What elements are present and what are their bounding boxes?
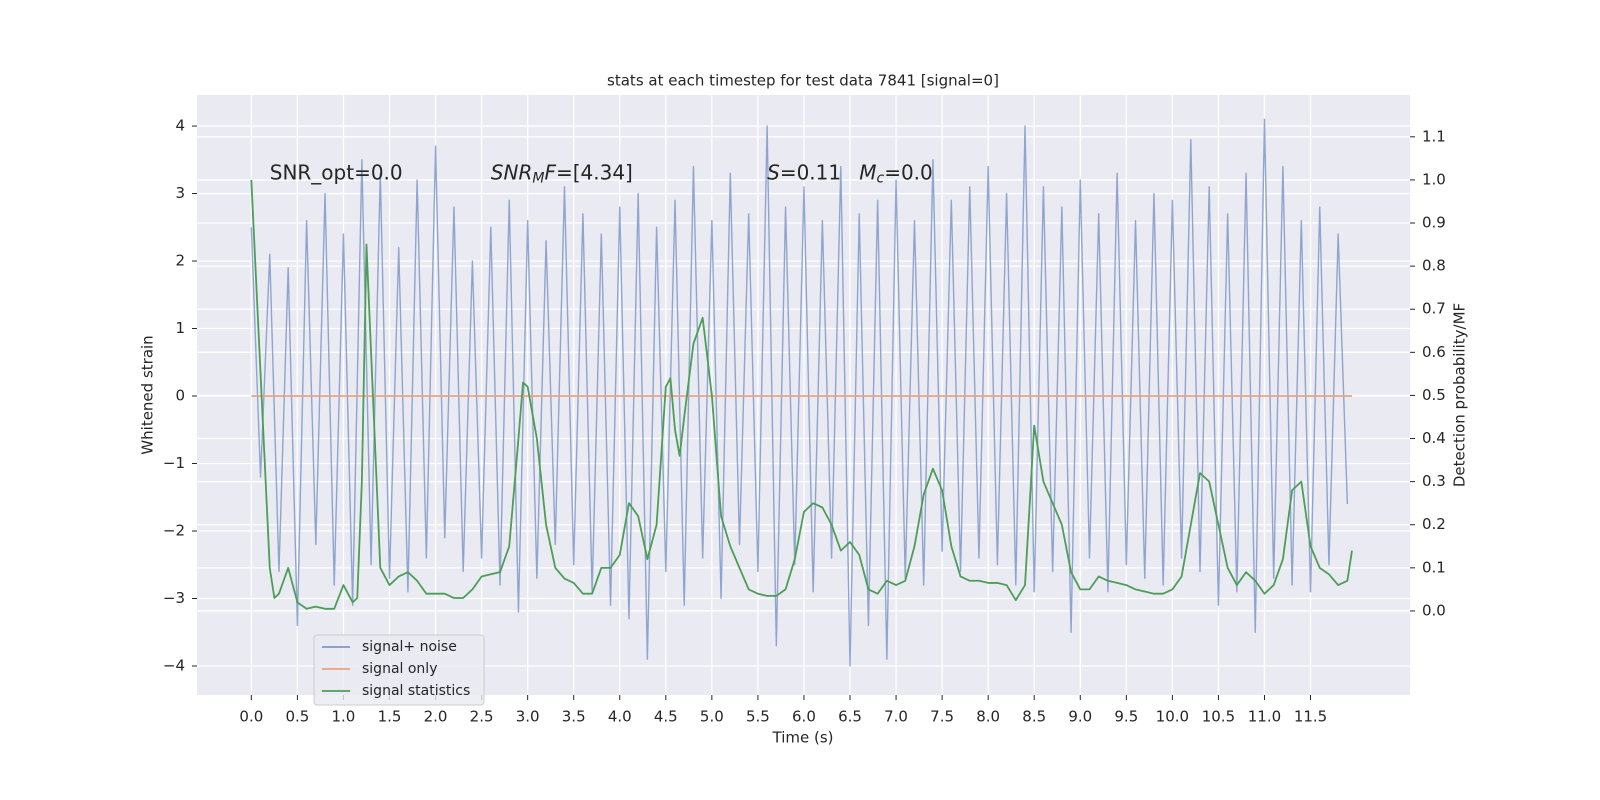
data — [250, 118, 1353, 667]
y2-tick-label: 0.7 — [1422, 300, 1446, 318]
x-tick-label: 1.5 — [378, 708, 402, 726]
x-tick-label: 3.5 — [562, 708, 586, 726]
y2-tick-label: 0.2 — [1422, 515, 1446, 533]
y-tick-label: 2 — [175, 252, 185, 270]
x-tick-label: 5.0 — [700, 708, 724, 726]
x-tick-label: 0.0 — [239, 708, 263, 726]
y2-tick-label: 0.5 — [1422, 386, 1446, 404]
y2-tick-label: 0.1 — [1422, 558, 1446, 576]
y2-tick-label: 1.1 — [1422, 127, 1446, 145]
y-tick-label: −3 — [163, 589, 185, 607]
y2-tick-label: 0.0 — [1422, 601, 1446, 619]
axes: 0.0 0.5 1.0 1.5 2.0 2.5 3.0 3.5 4.0 4.5 5.0 5.5 6.0 6… — [163, 117, 1446, 726]
x-tick-label: 1.0 — [332, 708, 356, 726]
x-tick-label: 7.0 — [884, 708, 908, 726]
annotation: SNR_opt=0.0 — [270, 160, 403, 184]
y2-tick-label: 0.3 — [1422, 472, 1446, 490]
y2-tick-label: 0.6 — [1422, 343, 1446, 361]
x-tick-label: 11.5 — [1294, 708, 1327, 726]
annotation-part: F — [544, 160, 556, 184]
x-tick-label: 4.0 — [608, 708, 632, 726]
x-tick-label: 11.0 — [1248, 708, 1281, 726]
x-tick-label: 4.5 — [654, 708, 678, 726]
y-tick-label: −2 — [163, 521, 185, 539]
legend-label: signal+ noise — [362, 639, 457, 655]
chart-title: stats at each timestep for test data 784… — [607, 72, 999, 90]
annotation-part: =0.11 — [780, 160, 841, 184]
x-tick-label: 3.0 — [516, 708, 540, 726]
x-tick-label: 0.5 — [285, 708, 309, 726]
x-tick-label: 2.0 — [424, 708, 448, 726]
x-tick-label: 2.5 — [470, 708, 494, 726]
annotation-part: SNR_opt=0.0 — [270, 160, 403, 184]
y-axis-label: Whitened strain — [139, 335, 157, 454]
y2-axis-label: Detection probability/MF — [1451, 303, 1469, 487]
y-tick-label: −4 — [163, 656, 185, 674]
annotation-part: c — [876, 170, 884, 186]
series-line — [250, 179, 1353, 610]
x-tick-label: 6.5 — [838, 708, 862, 726]
y-tick-label: 1 — [175, 319, 185, 337]
series-line — [250, 118, 1349, 667]
annotation-part: SNR — [491, 160, 533, 184]
x-tick-label: 7.5 — [930, 708, 954, 726]
legend-label: signal statistics — [362, 683, 470, 699]
y2-tick-label: 0.9 — [1422, 214, 1446, 232]
legend-box — [313, 634, 485, 706]
x-axis-label: Time (s) — [772, 729, 834, 747]
annotation-part: S — [767, 160, 780, 184]
x-tick-label: 9.5 — [1114, 708, 1138, 726]
y-tick-label: 0 — [175, 387, 185, 405]
x-tick-label: 6.0 — [792, 708, 816, 726]
annotation: S=0.11 — [767, 160, 841, 184]
annotation: Mc=0.0 — [859, 160, 933, 187]
annotation: SNRMF=[4.34] — [491, 160, 633, 187]
y-tick-label: −1 — [163, 454, 185, 472]
x-tick-label: 8.5 — [1022, 708, 1046, 726]
annotation-part: =[4.34] — [556, 160, 633, 184]
y-tick-label: 3 — [175, 184, 185, 202]
y2-tick-label: 0.4 — [1422, 429, 1446, 447]
x-tick-label: 9.0 — [1068, 708, 1092, 726]
y2-tick-label: 0.8 — [1422, 257, 1446, 275]
y2-tick-label: 1.0 — [1422, 170, 1446, 188]
annotation-part: M — [532, 170, 544, 186]
y-tick-label: 4 — [175, 117, 185, 135]
legend: signal+ noise signal only signal statistic… — [313, 634, 485, 706]
x-tick-label: 10.0 — [1156, 708, 1189, 726]
legend-label: signal only — [362, 661, 437, 677]
annotation-part: M — [859, 160, 876, 184]
x-tick-label: 8.0 — [976, 708, 1000, 726]
x-tick-label: 10.5 — [1202, 708, 1235, 726]
x-tick-label: 5.5 — [746, 708, 770, 726]
annotation-part: =0.0 — [884, 160, 933, 184]
